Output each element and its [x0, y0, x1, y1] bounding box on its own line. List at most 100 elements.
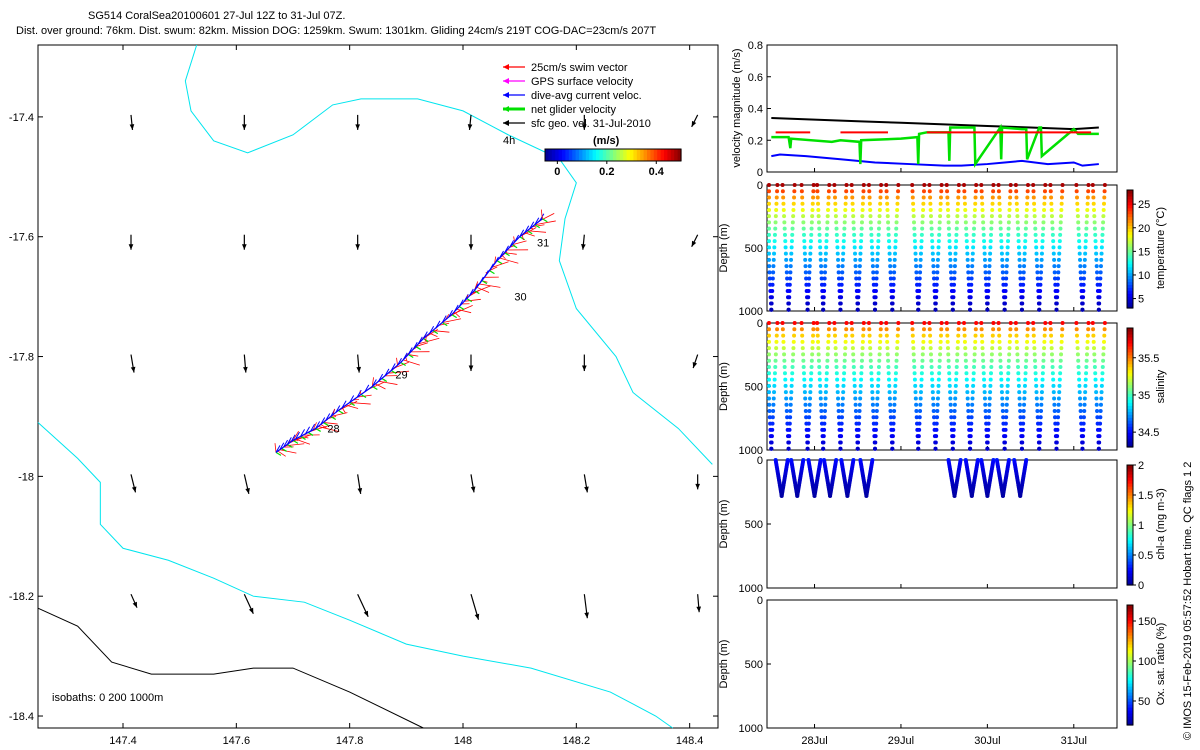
velocity-ytick-label: 0.4 — [748, 104, 763, 116]
profile-point — [936, 377, 941, 382]
profile-point — [1020, 434, 1025, 439]
profile-point — [867, 201, 872, 206]
profile-point — [955, 207, 960, 212]
map-colorbar-band — [548, 149, 553, 161]
profile-point — [1031, 189, 1036, 194]
profile-point — [962, 195, 967, 200]
profile-colorbar-band — [1127, 528, 1133, 532]
profile-point — [1007, 339, 1012, 344]
profile-point — [841, 383, 846, 388]
profile-point — [933, 440, 938, 445]
profile-point — [1039, 270, 1044, 275]
profile-point — [999, 251, 1004, 256]
profile-point — [980, 207, 985, 212]
profile-point — [1033, 232, 1038, 237]
profile-point — [853, 409, 858, 414]
profile-colorbar-band — [1127, 260, 1133, 265]
profile-point — [789, 390, 794, 395]
profile-point — [989, 371, 993, 376]
profile-point — [1102, 333, 1107, 338]
profile-point — [916, 434, 921, 439]
profile-point — [1006, 220, 1011, 225]
profile-colorbar-band — [1127, 498, 1133, 502]
profile-point — [892, 257, 897, 262]
profile-point — [852, 232, 857, 237]
profile-point — [1038, 427, 1043, 432]
sfc-velocity-arrowhead — [692, 362, 698, 369]
profile-point — [1014, 189, 1019, 194]
profile-point — [871, 276, 876, 281]
profile-point — [861, 333, 866, 338]
profile-point — [1057, 390, 1062, 395]
profile-point — [1059, 346, 1064, 351]
profile-point — [964, 371, 969, 376]
profile-point — [821, 446, 826, 451]
profile-point — [1008, 189, 1013, 194]
profile-point — [1024, 214, 1029, 219]
profile-point — [874, 415, 879, 420]
isobath-200-line — [37, 422, 673, 729]
profile-point — [921, 346, 926, 351]
profile-point — [851, 226, 856, 231]
profile-point — [933, 307, 938, 312]
profile-point — [780, 189, 785, 194]
swim-vector — [479, 283, 501, 288]
profile-point — [767, 415, 772, 420]
profile-colorbar-tick-label: 1 — [1138, 520, 1144, 532]
profile-point — [928, 346, 933, 351]
profile-point — [1083, 245, 1088, 250]
profile-point — [1049, 339, 1054, 344]
legend-label: dive-avg current veloc. — [531, 90, 642, 102]
profile-point — [788, 415, 793, 420]
profile-point — [858, 251, 863, 256]
profile-point — [1039, 390, 1044, 395]
profile-point — [936, 251, 941, 256]
profile-point — [1024, 352, 1029, 357]
profile-point — [1025, 339, 1030, 344]
profile-point — [767, 220, 771, 225]
profile-point — [781, 339, 786, 344]
profile-ytick-label: 0 — [757, 595, 763, 607]
swim-vector — [524, 232, 535, 237]
profile-point — [767, 390, 771, 395]
profile-point — [983, 409, 988, 414]
profile-point — [1015, 214, 1020, 219]
profile-point — [966, 276, 971, 281]
profile-point — [804, 415, 809, 420]
profile-point — [1014, 195, 1019, 200]
profile-point — [857, 415, 862, 420]
profile-point — [980, 201, 985, 206]
profile-point — [948, 257, 953, 262]
map-colorbar-band — [670, 149, 675, 161]
profile-point — [891, 427, 896, 432]
profile-point — [782, 358, 787, 363]
profile-point — [989, 232, 993, 237]
profile-point — [869, 232, 874, 237]
profile-point — [805, 301, 810, 306]
profile-point — [791, 339, 796, 344]
map-colorbar-band — [613, 149, 617, 161]
profile-point — [833, 207, 838, 212]
profile-point — [771, 396, 776, 401]
profile-point — [1013, 321, 1018, 325]
profile-point — [1014, 333, 1019, 338]
profile-point — [790, 371, 795, 376]
profile-colorbar-band — [1127, 399, 1133, 403]
profile-colorbar-band — [1127, 444, 1133, 448]
map-colorbar-band — [609, 149, 614, 161]
profile-point — [836, 415, 841, 420]
profile-point — [850, 333, 855, 338]
profile-colorbar-band — [1127, 525, 1133, 529]
profile-point — [922, 321, 927, 325]
profile-point — [892, 270, 897, 275]
profile-point — [985, 440, 990, 445]
profile-point — [878, 339, 883, 344]
profile-point — [816, 358, 821, 363]
profile-point — [1042, 333, 1047, 338]
profile-point — [965, 402, 970, 407]
profile-point — [973, 339, 978, 344]
profile-point — [1091, 339, 1096, 344]
profile-point — [853, 251, 858, 256]
profile-point — [937, 232, 942, 237]
profile-point — [815, 195, 820, 200]
